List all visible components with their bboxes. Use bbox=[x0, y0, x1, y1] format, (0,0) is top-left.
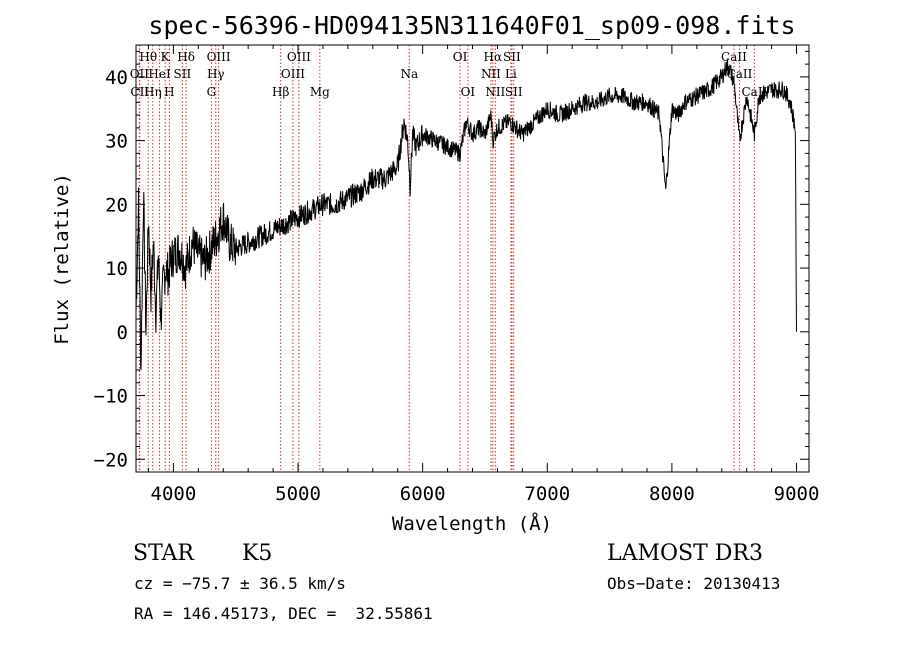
survey-name: LAMOST DR3 bbox=[607, 541, 763, 566]
y-tick-label: 10 bbox=[105, 258, 128, 280]
line-marker-label: NII bbox=[485, 85, 505, 99]
y-axis-label: Flux (relative) bbox=[51, 173, 73, 345]
line-marker-label: Li bbox=[505, 67, 517, 81]
line-marker-label: G bbox=[207, 85, 217, 99]
y-tick-label: −10 bbox=[94, 386, 128, 408]
line-marker-label: OIII bbox=[287, 50, 311, 64]
line-marker-label: Hγ bbox=[207, 67, 225, 81]
subclass: K5 bbox=[242, 541, 273, 566]
plot-frame bbox=[135, 44, 810, 473]
y-tick-label: 0 bbox=[117, 322, 128, 344]
line-marker-label: CaII bbox=[727, 67, 753, 81]
line-marker-label: HeI bbox=[148, 67, 171, 81]
y-tick-label: 20 bbox=[105, 194, 128, 216]
observation-date: Obs−Date: 20130413 bbox=[607, 574, 781, 593]
x-tick-label: 8000 bbox=[649, 483, 695, 505]
line-marker-label: Hθ bbox=[139, 50, 157, 64]
line-marker-label: Hη bbox=[144, 85, 162, 99]
line-marker-label: CaII bbox=[721, 50, 747, 64]
x-tick-label: 9000 bbox=[774, 483, 820, 505]
line-marker-label: Mg bbox=[310, 85, 330, 99]
coordinates: RA = 146.45173, DEC = 32.55861 bbox=[134, 604, 433, 623]
line-marker-label: NII bbox=[481, 67, 501, 81]
line-marker-label: OII bbox=[130, 67, 150, 81]
line-marker-label: SII bbox=[503, 50, 521, 64]
y-tick-label: 40 bbox=[105, 67, 128, 89]
line-marker-label: Hα bbox=[484, 50, 503, 64]
line-marker-label: H bbox=[164, 85, 174, 99]
line-markers bbox=[138, 45, 755, 472]
line-marker-label: Na bbox=[400, 67, 418, 81]
y-axis: −20 −10 0 10 20 30 40 bbox=[94, 50, 809, 471]
line-marker-label: OIII bbox=[207, 50, 231, 64]
line-marker-label: SII bbox=[505, 85, 523, 99]
y-tick-label: −20 bbox=[94, 449, 128, 471]
line-marker-label: OIII bbox=[281, 67, 305, 81]
x-tick-label: 7000 bbox=[524, 483, 570, 505]
redshift-velocity: cz = −75.7 ± 36.5 km/s bbox=[134, 574, 346, 593]
line-marker-label: Hδ bbox=[177, 50, 195, 64]
line-marker-label: SII bbox=[174, 67, 192, 81]
line-marker-label: CII bbox=[130, 85, 149, 99]
line-marker-label: OI bbox=[453, 50, 468, 64]
line-marker-label: Hβ bbox=[272, 85, 289, 99]
chart-title: spec-56396-HD094135N311640F01_sp09-098.f… bbox=[148, 11, 795, 40]
x-axis: 4000 5000 6000 7000 8000 9000 bbox=[147, 45, 820, 505]
y-tick-label: 30 bbox=[105, 131, 128, 153]
x-axis-label: Wavelength (Å) bbox=[392, 512, 552, 535]
line-marker-label: K bbox=[161, 50, 171, 64]
spectrum-line bbox=[135, 58, 797, 371]
line-marker-label: OI bbox=[461, 85, 476, 99]
x-tick-label: 6000 bbox=[400, 483, 446, 505]
object-class: STAR bbox=[133, 541, 194, 566]
x-tick-label: 4000 bbox=[151, 483, 197, 505]
x-tick-label: 5000 bbox=[275, 483, 321, 505]
